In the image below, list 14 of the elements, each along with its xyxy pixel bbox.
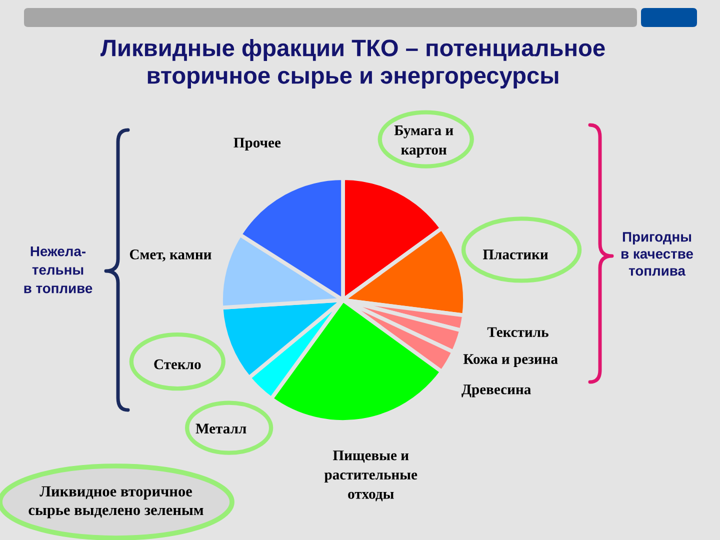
slice-label: Металл xyxy=(196,424,246,434)
slice-label: Стекло xyxy=(154,359,201,370)
slice-label: Смет, камни xyxy=(130,250,212,262)
slice-label: Пластики xyxy=(482,250,548,260)
chart-title: Ликвидные фракции ТКО – потенциальное вторичное сырье и энергоресурсы xyxy=(100,39,605,88)
slice-label: Прочее xyxy=(234,138,281,151)
text: Нежела- тельны в топливе xyxy=(24,246,92,294)
slice-label: Кожа и резина xyxy=(463,354,558,367)
slice-label: Пищевые и растительные отходы xyxy=(324,450,418,502)
text: Ликвидное вторичное сырье выделено зеленым xyxy=(28,486,204,518)
slice-label: Текстиль xyxy=(487,327,548,338)
text: Пригодны в качестве топлива xyxy=(622,232,693,276)
slice-label: Бумага и картон xyxy=(394,126,454,158)
slice-label: Древесина xyxy=(462,384,531,398)
